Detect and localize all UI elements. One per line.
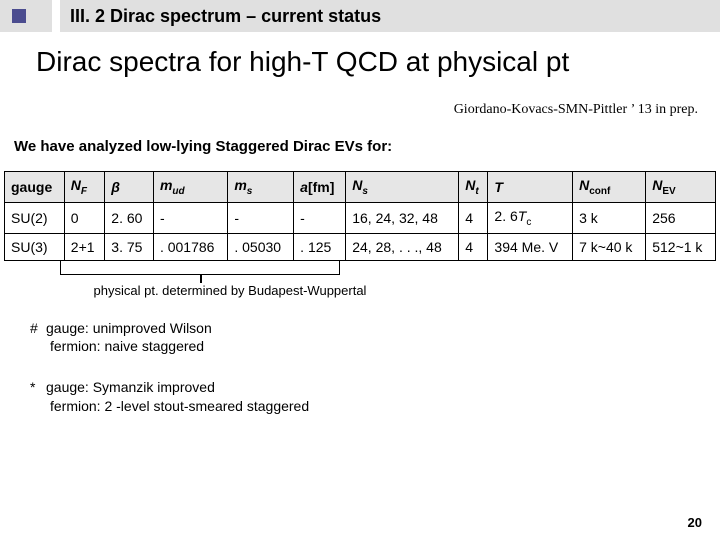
table-cell: 394 Me. V xyxy=(488,233,573,260)
table-col-header: T xyxy=(488,172,573,203)
bracket-annotation: physical pt. determined by Budapest-Wupp… xyxy=(60,261,340,297)
table-cell: - xyxy=(228,202,294,233)
table-cell: 24, 28, . . ., 48 xyxy=(346,233,459,260)
table-cell: 3 k xyxy=(573,202,646,233)
section-heading: III. 2 Dirac spectrum – current status xyxy=(60,0,720,32)
footnote-line: gauge: unimproved Wilson xyxy=(46,320,212,336)
page-number: 20 xyxy=(688,515,702,530)
table-cell: SU(3) xyxy=(5,233,65,260)
bracket-label: physical pt. determined by Budapest-Wupp… xyxy=(40,283,420,298)
accent-square-icon xyxy=(12,9,26,23)
table-cell: 4 xyxy=(459,233,488,260)
table-col-header: mud xyxy=(153,172,227,203)
table-cell: - xyxy=(294,202,346,233)
slide-header-band: III. 2 Dirac spectrum – current status xyxy=(0,0,720,32)
slide-title: Dirac spectra for high-T QCD at physical… xyxy=(0,32,720,82)
header-left-segment xyxy=(0,0,52,32)
table-cell: 512~1 k xyxy=(646,233,716,260)
table-cell: . 001786 xyxy=(153,233,227,260)
footnote-1: #gauge: unimproved Wilson fermion: naive… xyxy=(0,319,720,357)
table-cell: 4 xyxy=(459,202,488,233)
header-gap xyxy=(52,0,60,32)
table-col-header: β xyxy=(105,172,154,203)
table-cell: 2. 6Tc xyxy=(488,202,573,233)
table-cell: 3. 75 xyxy=(105,233,154,260)
bracket-shape-icon xyxy=(60,261,340,275)
table-cell: 16, 24, 32, 48 xyxy=(346,202,459,233)
table-col-header: Nt xyxy=(459,172,488,203)
table-body: SU(2)02. 60---16, 24, 32, 4842. 6Tc3 k25… xyxy=(5,202,716,260)
table-col-header: gauge xyxy=(5,172,65,203)
table-cell: . 125 xyxy=(294,233,346,260)
table-col-header: ms xyxy=(228,172,294,203)
table-cell: 2+1 xyxy=(64,233,105,260)
footnote-line: gauge: Symanzik improved xyxy=(46,379,215,395)
table-header-row: gaugeNFβmudmsa[fm]NsNtTNconfNEV xyxy=(5,172,716,203)
footnote-line: fermion: 2 -level stout-smeared staggere… xyxy=(50,398,309,414)
table-col-header: NF xyxy=(64,172,105,203)
footnote-2: *gauge: Symanzik improved fermion: 2 -le… xyxy=(0,378,720,416)
parameters-table: gaugeNFβmudmsa[fm]NsNtTNconfNEV SU(2)02.… xyxy=(4,171,716,261)
table-cell: 0 xyxy=(64,202,105,233)
table-cell: 2. 60 xyxy=(105,202,154,233)
intro-text: We have analyzed low-lying Staggered Dir… xyxy=(0,124,720,165)
footnote-marker: * xyxy=(30,378,46,397)
table-cell: - xyxy=(153,202,227,233)
table-cell: 7 k~40 k xyxy=(573,233,646,260)
footnote-marker: # xyxy=(30,319,46,338)
table-cell: . 05030 xyxy=(228,233,294,260)
table-row: SU(3)2+13. 75. 001786. 05030. 12524, 28,… xyxy=(5,233,716,260)
citation-text: Giordano-Kovacs-SMN-Pittler ’ 13 in prep… xyxy=(0,82,720,124)
footnote-line: fermion: naive staggered xyxy=(50,338,204,354)
table-col-header: NEV xyxy=(646,172,716,203)
table-cell: 256 xyxy=(646,202,716,233)
table-cell: SU(2) xyxy=(5,202,65,233)
table-col-header: Ns xyxy=(346,172,459,203)
table-row: SU(2)02. 60---16, 24, 32, 4842. 6Tc3 k25… xyxy=(5,202,716,233)
table-col-header: Nconf xyxy=(573,172,646,203)
bracket-tick-icon xyxy=(200,275,202,283)
table-col-header: a[fm] xyxy=(294,172,346,203)
